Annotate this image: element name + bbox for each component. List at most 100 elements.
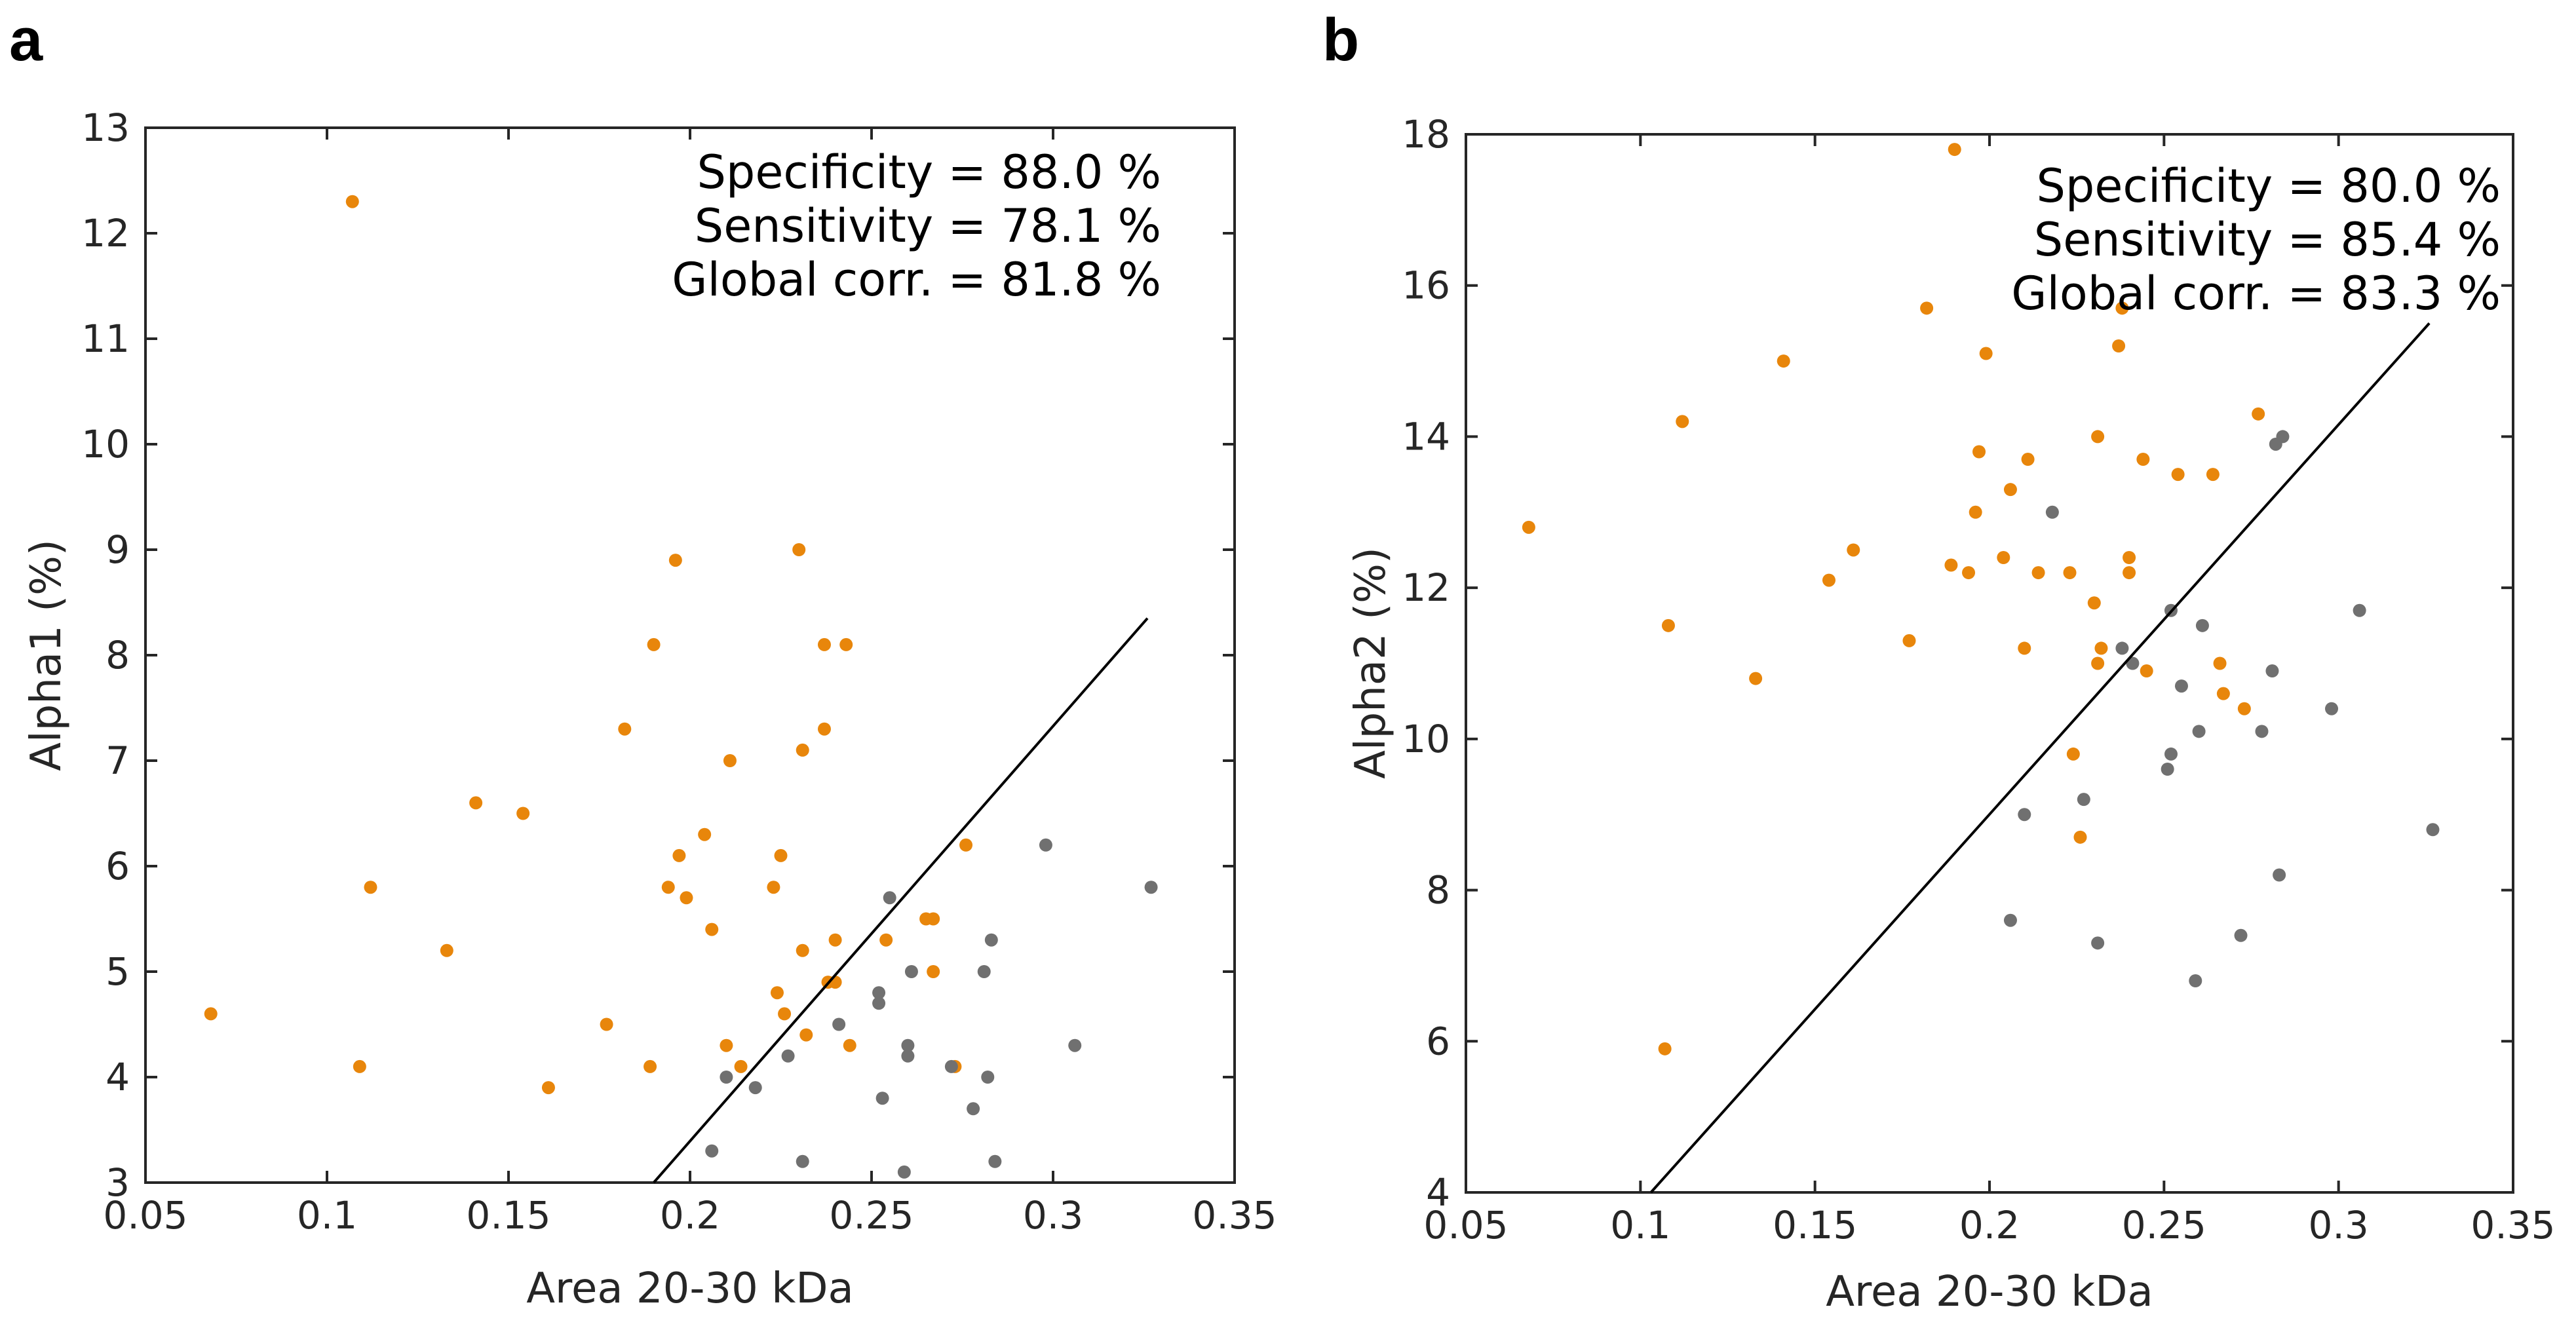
panel-b-point-gray bbox=[2276, 430, 2290, 444]
panel-b-sensitivity: Sensitivity = 85.4 % bbox=[2034, 213, 2501, 267]
panel-b-point-orange bbox=[2140, 664, 2153, 678]
panel-b-point-orange bbox=[2066, 747, 2080, 761]
panel-a-point-gray bbox=[883, 891, 896, 905]
panel-b-point-gray bbox=[2255, 725, 2269, 738]
panel-b-y-tick-label: 4 bbox=[1426, 1170, 1450, 1215]
panel-a-point-orange bbox=[600, 1017, 613, 1031]
panel-a-point-orange bbox=[843, 1038, 856, 1052]
panel-a-point-orange bbox=[644, 1059, 657, 1073]
panel-a-x-tick-label: 0.05 bbox=[103, 1193, 187, 1238]
panel-a-point-gray bbox=[897, 1165, 911, 1179]
panel-b-point-orange bbox=[1962, 566, 1976, 580]
panel-a-global-corr: Global corr. = 81.8 % bbox=[672, 253, 1161, 307]
panel-b-x-tick-label: 0.3 bbox=[2309, 1203, 2369, 1247]
panel-b-point-orange bbox=[2021, 453, 2035, 466]
panel-b-x-tick-label: 0.2 bbox=[1959, 1203, 2020, 1247]
panel-a-point-orange bbox=[959, 838, 973, 852]
panel-a-x-tick-label: 0.2 bbox=[660, 1193, 720, 1238]
panel-a-point-orange bbox=[723, 754, 737, 767]
panel-b-point-gray bbox=[2018, 808, 2031, 822]
panel-b-point-orange bbox=[2063, 566, 2077, 580]
panel-b-point-orange bbox=[1979, 347, 1993, 360]
panel-b-decision-line bbox=[1649, 322, 2431, 1194]
panel-b-point-orange bbox=[2123, 566, 2136, 580]
panel-b-point-gray bbox=[2234, 928, 2248, 942]
panel-b-point-orange bbox=[2237, 702, 2251, 715]
panel-b-point-orange bbox=[1902, 634, 1916, 647]
panel-b-point-gray bbox=[2265, 664, 2279, 678]
panel-a-point-orange bbox=[668, 554, 682, 567]
panel-a-y-tick-label: 3 bbox=[106, 1160, 130, 1205]
panel-b-point-orange bbox=[1522, 520, 1535, 534]
panel-b-point-orange bbox=[1997, 551, 2010, 564]
panel-a-point-gray bbox=[981, 1071, 995, 1084]
panel-b-point-orange bbox=[2087, 596, 2101, 610]
panel-a-point-gray bbox=[967, 1102, 980, 1116]
panel-a-point-orange bbox=[618, 722, 632, 736]
panel-b-point-gray bbox=[2273, 868, 2286, 882]
panel-a-point-orange bbox=[767, 881, 780, 894]
panel-b-x-tick-label: 0.15 bbox=[1773, 1203, 1857, 1247]
panel-a-x-axis-label: Area 20-30 kDa bbox=[526, 1264, 854, 1313]
panel-a-point-gray bbox=[872, 986, 886, 1000]
panel-b-point-orange bbox=[2213, 656, 2227, 670]
panel-a-y-tick-label: 7 bbox=[106, 738, 130, 783]
panel-a-point-orange bbox=[204, 1007, 218, 1021]
panel-a-decision-line bbox=[653, 617, 1149, 1184]
panel-a-y-tick-label: 5 bbox=[106, 949, 130, 994]
panel-b-point-orange bbox=[2073, 830, 2087, 844]
panel-a-point-orange bbox=[839, 637, 853, 651]
panel-a-point-orange bbox=[828, 933, 842, 947]
panel-b-point-gray bbox=[2115, 641, 2129, 655]
panel-b-letter: b bbox=[1322, 7, 1359, 73]
panel-b-point-orange bbox=[2031, 566, 2045, 580]
panel-a-point-orange bbox=[799, 1028, 813, 1042]
panel-a-point-orange bbox=[698, 827, 712, 841]
panel-a-y-ticks: 3 4 5 6 7 8 9 10 11 12 13 bbox=[81, 105, 1235, 1205]
panel-b-point-orange bbox=[2112, 339, 2126, 352]
panel-b-x-tick-label: 0.05 bbox=[1423, 1203, 1508, 1247]
panel-a-point-orange bbox=[792, 543, 806, 556]
panel-a-point-orange bbox=[353, 1059, 366, 1073]
panel-b-y-ticks: 4 6 8 10 12 14 16 18 bbox=[1402, 112, 2513, 1215]
panel-a-point-gray bbox=[904, 965, 918, 978]
panel-a-x-tick-label: 0.3 bbox=[1023, 1193, 1083, 1238]
panel-a-points bbox=[204, 195, 1158, 1179]
panel-a-y-tick-label: 9 bbox=[106, 527, 130, 572]
panel-b-point-orange bbox=[1920, 301, 1934, 315]
panel-b-y-tick-label: 10 bbox=[1402, 717, 1450, 761]
panel-b-y-tick-label: 18 bbox=[1402, 112, 1450, 157]
panel-a-point-orange bbox=[345, 195, 359, 208]
panel-b-point-orange bbox=[1676, 415, 1689, 428]
panel-a-point-orange bbox=[705, 922, 719, 936]
panel-b-point-orange bbox=[2094, 641, 2108, 655]
panel-a-point-gray bbox=[781, 1049, 795, 1063]
panel-b-point-orange bbox=[2252, 407, 2265, 421]
panel-b-point-gray bbox=[2189, 974, 2202, 987]
panel-a-point-orange bbox=[364, 881, 377, 894]
panel-a-point-orange bbox=[647, 637, 661, 651]
panel-b-x-ticks: 0.05 0.1 0.15 0.2 0.25 0.3 0.35 bbox=[1423, 134, 2556, 1247]
panel-b-y-tick-label: 8 bbox=[1426, 868, 1450, 913]
panel-b-point-gray bbox=[2174, 679, 2188, 693]
panel-b-x-tick-label: 0.25 bbox=[2122, 1203, 2206, 1247]
panel-a-y-tick-label: 10 bbox=[81, 422, 130, 466]
panel-b-point-orange bbox=[2206, 468, 2220, 482]
panel-a-point-gray bbox=[901, 1049, 915, 1063]
panel-a-point-orange bbox=[770, 986, 784, 1000]
panel-a-point-gray bbox=[988, 1154, 1002, 1168]
panel-b-point-orange bbox=[1749, 672, 1763, 685]
panel-a-point-orange bbox=[469, 796, 483, 810]
panel-a-x-tick-label: 0.15 bbox=[466, 1193, 550, 1238]
panel-a-point-gray bbox=[1068, 1038, 1082, 1052]
panel-b-x-axis-label: Area 20-30 kDa bbox=[1826, 1268, 2153, 1316]
panel-a-point-gray bbox=[872, 997, 886, 1010]
panel-b-point-orange bbox=[2018, 641, 2031, 655]
panel-b-x-tick-label: 0.35 bbox=[2470, 1203, 2555, 1247]
panel-a-point-orange bbox=[774, 848, 788, 862]
panel-b-y-tick-label: 14 bbox=[1402, 414, 1450, 459]
panel-a-point-orange bbox=[541, 1081, 555, 1095]
panel-a-y-axis-label: Alpha1 (%) bbox=[22, 539, 71, 771]
panel-a-point-orange bbox=[796, 943, 809, 957]
panel-a-point-orange bbox=[734, 1059, 748, 1073]
